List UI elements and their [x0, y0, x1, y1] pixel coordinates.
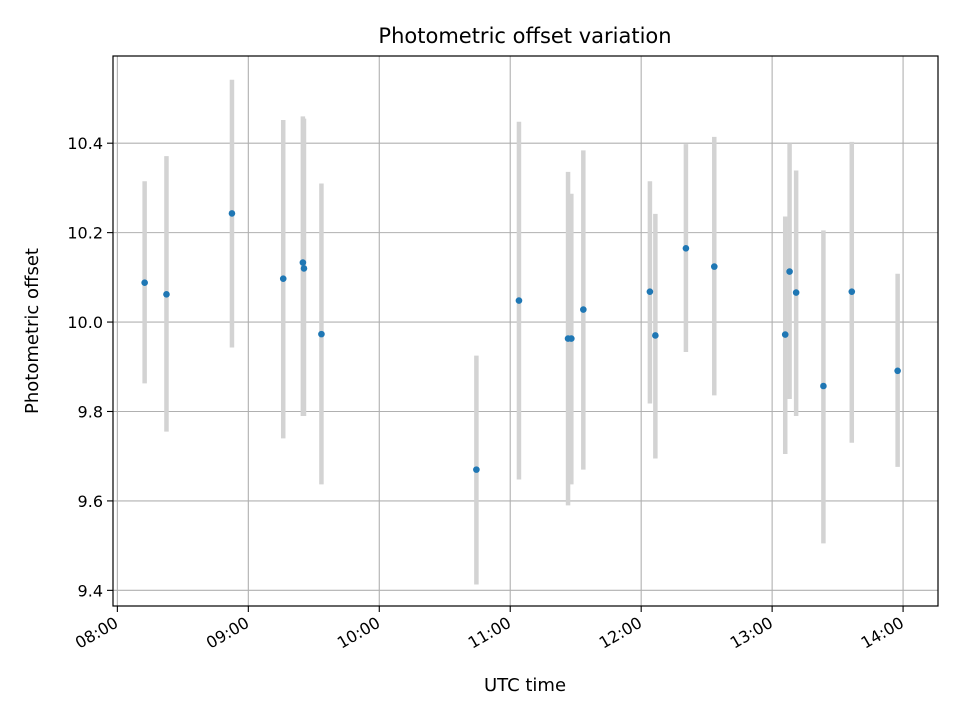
data-point	[473, 466, 480, 473]
y-axis-label: Photometric offset	[22, 248, 43, 414]
data-point	[279, 275, 287, 282]
data-point	[299, 259, 307, 266]
data-point	[141, 279, 148, 287]
data-point	[792, 289, 800, 296]
data-point	[163, 291, 170, 298]
y-tick-label: 9.6	[78, 492, 103, 511]
x-axis-label: UTC time	[484, 675, 566, 696]
data-point	[646, 288, 654, 295]
data-point	[781, 331, 789, 338]
y-tick-label: 9.4	[78, 581, 103, 600]
data-point	[894, 367, 901, 375]
y-tick-label: 9.8	[78, 402, 103, 421]
data-point	[568, 335, 575, 342]
y-tick-label: 10.0	[67, 313, 103, 332]
y-tick-label: 10.2	[67, 224, 103, 243]
data-point	[228, 210, 236, 217]
data-point	[300, 265, 308, 272]
data-point	[682, 244, 690, 252]
y-tick-label: 10.4	[67, 134, 103, 153]
y-axis-ticks: 9.4 9.6 9.8 10.0 10.2 10.4	[67, 134, 113, 600]
data-point	[318, 330, 325, 338]
data-points	[141, 210, 901, 473]
chart-title: Photometric offset variation	[378, 24, 671, 48]
data-point	[848, 288, 856, 295]
grid-lines	[113, 56, 938, 606]
plot-area	[113, 56, 938, 606]
data-point	[710, 263, 718, 270]
axes-frame	[112, 55, 939, 607]
data-point	[652, 332, 659, 339]
data-point	[515, 297, 523, 304]
data-point	[786, 268, 793, 275]
data-point	[820, 382, 827, 390]
data-point	[580, 306, 587, 313]
